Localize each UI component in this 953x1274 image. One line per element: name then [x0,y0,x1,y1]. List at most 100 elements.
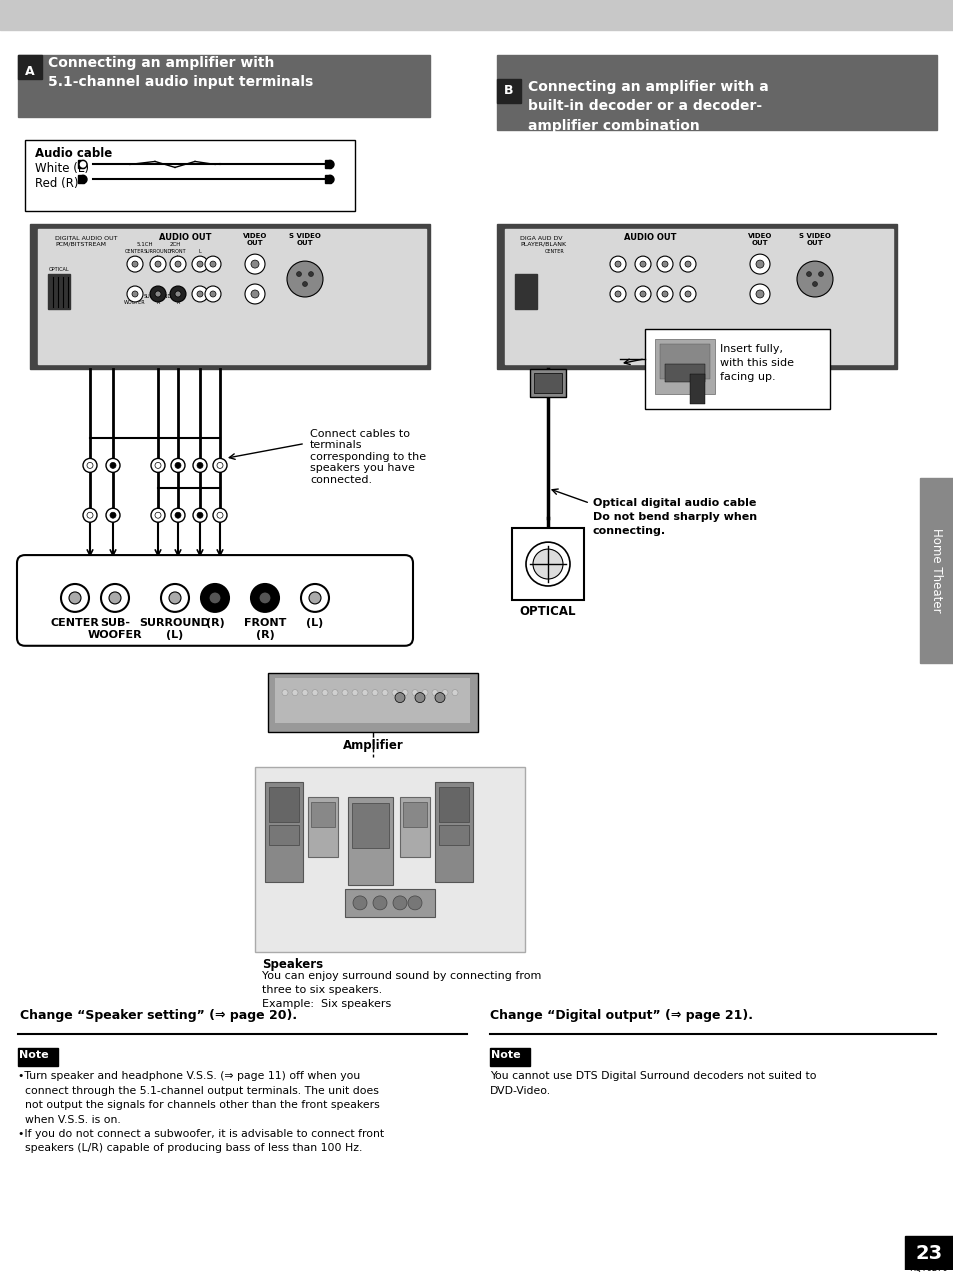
Circle shape [308,271,314,276]
Circle shape [245,254,265,274]
Bar [308,798,337,857]
Circle shape [326,176,334,183]
Text: L: L [198,250,201,254]
Circle shape [435,693,444,702]
Text: S VIDEO
OUT: S VIDEO OUT [289,233,320,246]
Bar [438,826,469,845]
Bar [504,229,892,364]
Circle shape [412,689,417,696]
Bar [352,803,389,848]
Text: B: B [504,84,514,97]
Bar [348,798,393,885]
Circle shape [755,290,763,298]
Text: SURROUND
R: SURROUND R [144,294,172,304]
Circle shape [312,689,317,696]
Circle shape [352,689,357,696]
Text: A: A [25,65,34,78]
Circle shape [61,583,89,612]
Circle shape [127,287,143,302]
Bar [325,176,331,183]
Circle shape [684,261,690,268]
Bar [265,782,303,882]
Circle shape [110,462,116,469]
Circle shape [169,592,181,604]
Circle shape [216,512,223,519]
Circle shape [372,689,377,696]
Circle shape [174,512,181,519]
Text: (R): (R) [255,629,274,640]
Text: CENTER: CENTER [544,250,564,254]
Circle shape [171,508,185,522]
Circle shape [421,689,428,696]
Circle shape [301,583,329,612]
Text: Note: Note [19,1050,49,1060]
Text: •Turn speaker and headphone V.S.S. (⇒ page 11) off when you
  connect through th: •Turn speaker and headphone V.S.S. (⇒ pa… [18,1071,384,1153]
Circle shape [170,256,186,273]
Text: Audio cable: Audio cable [35,148,112,161]
Text: WOOFER: WOOFER [88,629,142,640]
Text: VIDEO
OUT: VIDEO OUT [243,233,267,246]
Bar [78,176,84,183]
Circle shape [635,287,650,302]
Circle shape [302,282,307,287]
Bar [48,274,70,308]
Circle shape [213,508,227,522]
Text: Change “Speaker setting” (⇒ page 20).: Change “Speaker setting” (⇒ page 20). [20,1009,296,1022]
Circle shape [533,549,562,578]
Circle shape [150,287,166,302]
Circle shape [192,256,208,273]
Circle shape [251,583,278,612]
Circle shape [127,256,143,273]
Text: DIGA AUD DV
PLAYER/BLANK: DIGA AUD DV PLAYER/BLANK [519,236,565,247]
Circle shape [302,689,308,696]
Circle shape [174,462,181,469]
Text: 23: 23 [915,1243,942,1263]
Text: Change “Digital output” (⇒ page 21).: Change “Digital output” (⇒ page 21). [490,1009,752,1022]
Bar [644,329,829,409]
Circle shape [87,512,92,519]
Circle shape [401,689,408,696]
Text: (L): (L) [306,618,323,628]
Circle shape [287,261,323,297]
Bar [497,79,520,103]
FancyBboxPatch shape [17,555,413,646]
Text: VIDEO
OUT: VIDEO OUT [747,233,771,246]
Text: Connect cables to
terminals
corresponding to the
speakers you have
connected.: Connect cables to terminals correspondin… [310,428,426,485]
Circle shape [749,254,769,274]
Circle shape [615,261,620,268]
Bar [25,140,355,211]
Text: Amplifier: Amplifier [342,739,403,753]
Circle shape [196,512,203,519]
Circle shape [209,592,221,604]
Circle shape [684,290,690,297]
Circle shape [210,261,215,268]
Bar [689,373,704,404]
Bar [659,344,709,378]
Bar [18,55,42,79]
Circle shape [174,290,181,297]
Circle shape [432,689,437,696]
Bar [919,478,953,662]
Circle shape [83,508,97,522]
Circle shape [818,271,822,276]
Circle shape [154,512,161,519]
Circle shape [755,260,763,268]
Text: SUB-: SUB- [100,618,130,628]
Text: Speakers: Speakers [262,958,323,971]
Circle shape [109,592,121,604]
Text: You cannot use DTS Digital Surround decoders not suited to
DVD-Video.: You cannot use DTS Digital Surround deco… [490,1071,816,1096]
Circle shape [210,290,215,297]
Circle shape [292,689,297,696]
Circle shape [525,543,569,586]
Circle shape [154,290,161,297]
Circle shape [196,462,203,469]
Bar [18,1049,58,1066]
Text: OPTICAL: OPTICAL [49,268,70,273]
Bar [402,803,427,827]
Circle shape [161,583,189,612]
Circle shape [679,256,696,273]
Circle shape [452,689,457,696]
Circle shape [332,689,337,696]
Text: Connecting an amplifier with a
built-in decoder or a decoder-
amplifier combinat: Connecting an amplifier with a built-in … [527,80,768,132]
Text: Home Theater: Home Theater [929,527,943,613]
